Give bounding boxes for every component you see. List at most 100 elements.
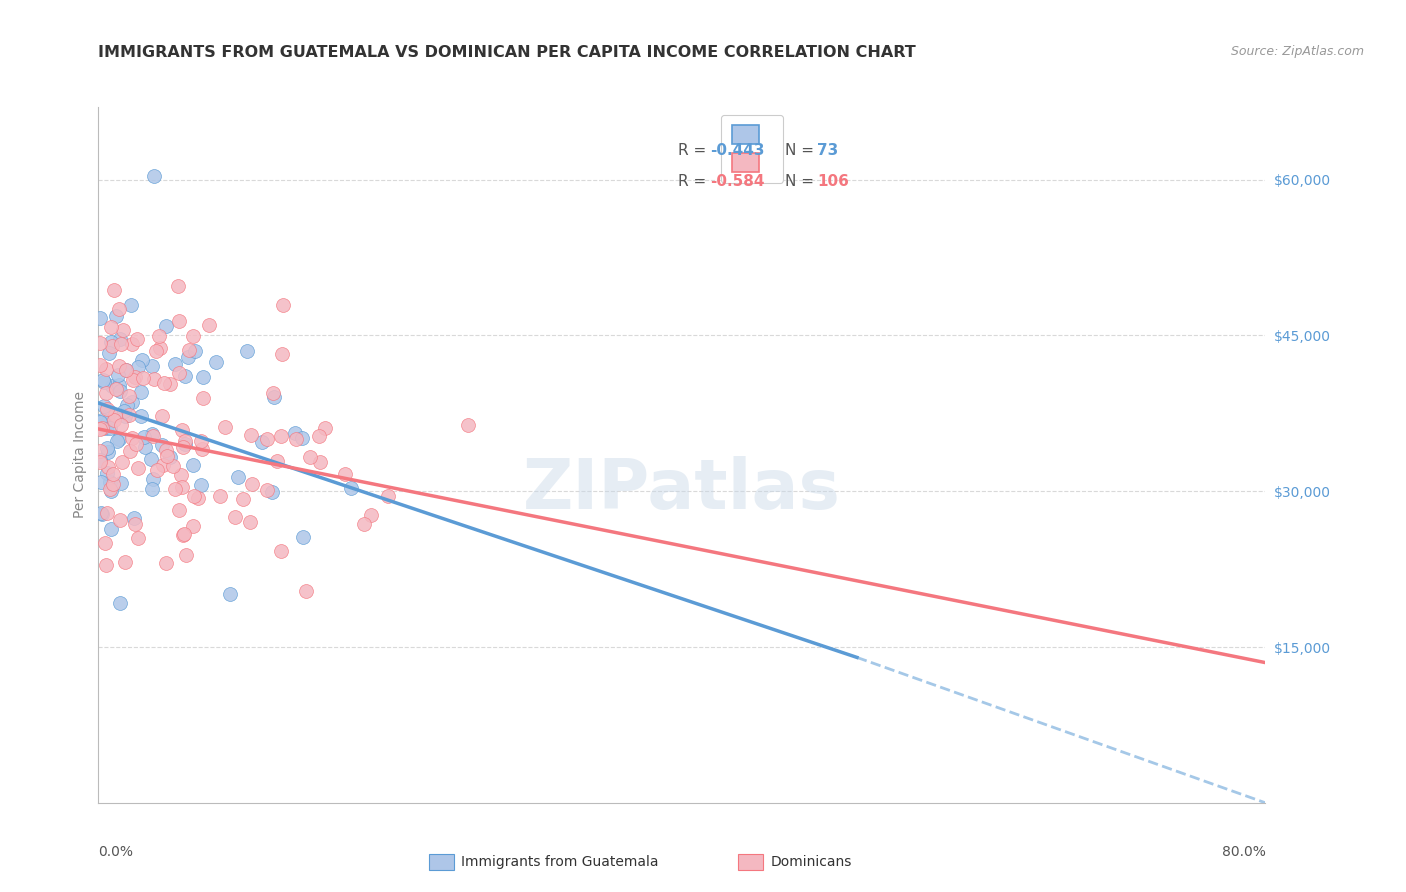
Point (104, 310, 127, 324)
Point (167, 366, 190, 380)
Point (124, 370, 146, 384)
Point (173, 369, 195, 384)
Point (298, 450, 321, 465)
Point (110, 596, 132, 610)
Point (122, 511, 145, 525)
Point (98, 421, 121, 435)
Point (96, 558, 118, 573)
Point (309, 455, 332, 469)
Point (141, 426, 163, 441)
Point (183, 489, 205, 503)
Point (132, 371, 155, 385)
Point (141, 483, 163, 497)
Point (110, 475, 132, 490)
Point (127, 332, 149, 346)
Point (100, 522, 122, 536)
Point (191, 370, 214, 384)
Point (115, 398, 138, 412)
Point (181, 518, 204, 533)
Point (273, 298, 295, 312)
Point (142, 429, 165, 443)
Point (103, 467, 125, 482)
Point (107, 378, 129, 392)
Point (162, 459, 184, 474)
Point (250, 435, 273, 450)
Point (110, 337, 132, 351)
Point (89, 415, 111, 429)
Point (224, 509, 246, 524)
Point (285, 432, 308, 446)
Point (143, 372, 166, 386)
Point (266, 454, 288, 468)
Point (155, 556, 177, 570)
Text: -0.584: -0.584 (710, 174, 765, 189)
Point (107, 368, 129, 382)
Point (108, 513, 131, 527)
Point (142, 169, 165, 184)
Point (90, 507, 112, 521)
Point (103, 413, 125, 427)
Point (270, 428, 292, 442)
Point (174, 549, 197, 563)
Text: N =: N = (785, 174, 814, 189)
Point (101, 339, 124, 353)
Point (240, 428, 263, 442)
Point (335, 467, 357, 481)
Point (100, 334, 122, 349)
Point (163, 483, 186, 497)
Point (97, 444, 120, 458)
Text: Source: ZipAtlas.com: Source: ZipAtlas.com (1230, 45, 1364, 58)
Point (114, 555, 136, 569)
Point (284, 425, 307, 440)
Point (91, 413, 114, 427)
Legend:  ,  : , (721, 115, 783, 183)
Text: Dominicans: Dominicans (770, 855, 852, 869)
Point (167, 279, 190, 293)
Point (167, 503, 190, 517)
Point (100, 319, 122, 334)
Text: -0.443: -0.443 (710, 144, 765, 159)
Text: ZIPatlas: ZIPatlas (523, 456, 841, 524)
Point (98, 405, 121, 419)
Point (187, 491, 209, 506)
Point (236, 343, 259, 358)
Point (89, 453, 111, 467)
Text: N =: N = (785, 144, 814, 159)
Point (93, 375, 115, 389)
Point (291, 530, 314, 544)
Point (190, 478, 212, 492)
Point (118, 408, 141, 422)
Point (174, 437, 197, 451)
Point (150, 409, 173, 424)
Point (110, 417, 132, 432)
Text: 73: 73 (817, 144, 838, 159)
Point (152, 458, 174, 472)
Point (239, 516, 262, 530)
Point (174, 434, 197, 448)
Point (93, 399, 115, 413)
Point (121, 431, 143, 445)
Point (124, 517, 146, 532)
Point (260, 485, 283, 500)
Text: 80.0%: 80.0% (1222, 845, 1265, 858)
Point (170, 468, 193, 483)
Point (100, 483, 122, 498)
Point (457, 417, 479, 432)
Point (114, 409, 136, 424)
Point (228, 469, 250, 483)
Point (104, 408, 127, 422)
Point (197, 318, 219, 332)
Point (90, 506, 112, 520)
Point (167, 313, 190, 327)
Point (232, 491, 254, 506)
Point (190, 434, 212, 448)
Point (118, 444, 141, 458)
Text: 106: 106 (817, 174, 849, 189)
Point (131, 352, 153, 367)
Point (89, 335, 111, 350)
Point (191, 391, 214, 405)
Point (89, 443, 111, 458)
Point (173, 526, 195, 541)
Point (353, 517, 375, 532)
Point (177, 351, 200, 365)
